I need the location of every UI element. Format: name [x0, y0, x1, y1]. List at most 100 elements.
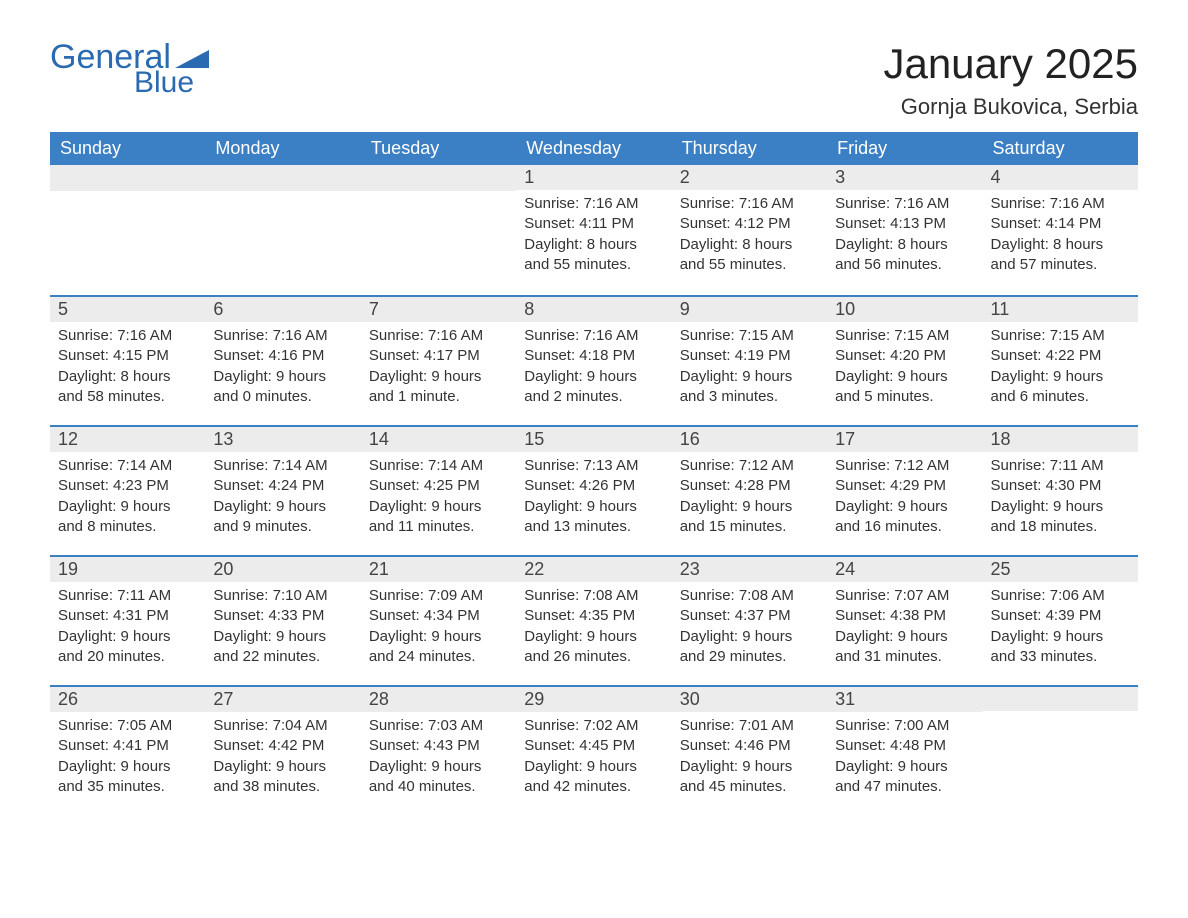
- daylight-line-1: Daylight: 9 hours: [524, 497, 663, 517]
- day-number: 7: [361, 295, 516, 322]
- daylight-line-2: and 20 minutes.: [58, 647, 197, 667]
- daylight-line-2: and 16 minutes.: [835, 517, 974, 537]
- sunrise-line: Sunrise: 7:14 AM: [213, 456, 352, 476]
- day-cell: 19Sunrise: 7:11 AMSunset: 4:31 PMDayligh…: [50, 555, 205, 685]
- sunset-line: Sunset: 4:42 PM: [213, 736, 352, 756]
- sunset-line: Sunset: 4:31 PM: [58, 606, 197, 626]
- sunrise-line: Sunrise: 7:00 AM: [835, 716, 974, 736]
- sunrise-line: Sunrise: 7:14 AM: [369, 456, 508, 476]
- sunset-line: Sunset: 4:38 PM: [835, 606, 974, 626]
- daylight-line-2: and 38 minutes.: [213, 777, 352, 797]
- sunset-line: Sunset: 4:37 PM: [680, 606, 819, 626]
- daylight-line-1: Daylight: 8 hours: [524, 235, 663, 255]
- sunrise-line: Sunrise: 7:16 AM: [369, 326, 508, 346]
- sunset-line: Sunset: 4:11 PM: [524, 214, 663, 234]
- sunrise-line: Sunrise: 7:16 AM: [991, 194, 1130, 214]
- day-number: 28: [361, 685, 516, 712]
- daylight-line-1: Daylight: 9 hours: [991, 367, 1130, 387]
- daylight-line-2: and 35 minutes.: [58, 777, 197, 797]
- day-cell: 5Sunrise: 7:16 AMSunset: 4:15 PMDaylight…: [50, 295, 205, 425]
- day-number: 16: [672, 425, 827, 452]
- day-number: 3: [827, 165, 982, 190]
- day-cell: 18Sunrise: 7:11 AMSunset: 4:30 PMDayligh…: [983, 425, 1138, 555]
- sunset-line: Sunset: 4:17 PM: [369, 346, 508, 366]
- daylight-line-2: and 5 minutes.: [835, 387, 974, 407]
- day-header: Wednesday: [516, 132, 671, 165]
- day-number: 5: [50, 295, 205, 322]
- day-cell: 29Sunrise: 7:02 AMSunset: 4:45 PMDayligh…: [516, 685, 671, 815]
- daylight-line-1: Daylight: 9 hours: [680, 627, 819, 647]
- sunrise-line: Sunrise: 7:13 AM: [524, 456, 663, 476]
- sunset-line: Sunset: 4:46 PM: [680, 736, 819, 756]
- sunrise-line: Sunrise: 7:10 AM: [213, 586, 352, 606]
- day-number: 9: [672, 295, 827, 322]
- day-number: 8: [516, 295, 671, 322]
- day-content: Sunrise: 7:16 AMSunset: 4:11 PMDaylight:…: [516, 190, 671, 285]
- logo: General Blue: [50, 40, 209, 98]
- daylight-line-1: Daylight: 9 hours: [524, 757, 663, 777]
- empty-day-bar: [205, 165, 360, 191]
- sunset-line: Sunset: 4:16 PM: [213, 346, 352, 366]
- day-header-row: Sunday Monday Tuesday Wednesday Thursday…: [50, 132, 1138, 165]
- day-number: 25: [983, 555, 1138, 582]
- sunset-line: Sunset: 4:30 PM: [991, 476, 1130, 496]
- sunrise-line: Sunrise: 7:15 AM: [680, 326, 819, 346]
- daylight-line-2: and 9 minutes.: [213, 517, 352, 537]
- daylight-line-1: Daylight: 8 hours: [835, 235, 974, 255]
- day-content: Sunrise: 7:16 AMSunset: 4:12 PMDaylight:…: [672, 190, 827, 285]
- sunrise-line: Sunrise: 7:12 AM: [680, 456, 819, 476]
- day-content: Sunrise: 7:12 AMSunset: 4:28 PMDaylight:…: [672, 452, 827, 547]
- day-cell: [205, 165, 360, 295]
- daylight-line-2: and 42 minutes.: [524, 777, 663, 797]
- sunset-line: Sunset: 4:14 PM: [991, 214, 1130, 234]
- page-header: General Blue January 2025 Gornja Bukovic…: [50, 40, 1138, 120]
- week-row: 19Sunrise: 7:11 AMSunset: 4:31 PMDayligh…: [50, 555, 1138, 685]
- sunset-line: Sunset: 4:12 PM: [680, 214, 819, 234]
- day-content: Sunrise: 7:16 AMSunset: 4:14 PMDaylight:…: [983, 190, 1138, 285]
- sunset-line: Sunset: 4:34 PM: [369, 606, 508, 626]
- daylight-line-1: Daylight: 9 hours: [58, 627, 197, 647]
- daylight-line-2: and 0 minutes.: [213, 387, 352, 407]
- daylight-line-1: Daylight: 8 hours: [58, 367, 197, 387]
- day-content: Sunrise: 7:12 AMSunset: 4:29 PMDaylight:…: [827, 452, 982, 547]
- sunset-line: Sunset: 4:26 PM: [524, 476, 663, 496]
- day-content: Sunrise: 7:16 AMSunset: 4:13 PMDaylight:…: [827, 190, 982, 285]
- daylight-line-1: Daylight: 8 hours: [680, 235, 819, 255]
- day-number: 13: [205, 425, 360, 452]
- sunset-line: Sunset: 4:29 PM: [835, 476, 974, 496]
- daylight-line-2: and 24 minutes.: [369, 647, 508, 667]
- day-content: Sunrise: 7:15 AMSunset: 4:22 PMDaylight:…: [983, 322, 1138, 417]
- daylight-line-1: Daylight: 9 hours: [213, 627, 352, 647]
- day-content: Sunrise: 7:09 AMSunset: 4:34 PMDaylight:…: [361, 582, 516, 677]
- daylight-line-2: and 22 minutes.: [213, 647, 352, 667]
- daylight-line-1: Daylight: 9 hours: [58, 497, 197, 517]
- daylight-line-2: and 2 minutes.: [524, 387, 663, 407]
- sunrise-line: Sunrise: 7:16 AM: [524, 194, 663, 214]
- sunrise-line: Sunrise: 7:16 AM: [680, 194, 819, 214]
- day-content: Sunrise: 7:11 AMSunset: 4:30 PMDaylight:…: [983, 452, 1138, 547]
- day-header: Thursday: [672, 132, 827, 165]
- sunset-line: Sunset: 4:19 PM: [680, 346, 819, 366]
- daylight-line-2: and 15 minutes.: [680, 517, 819, 537]
- day-number: 12: [50, 425, 205, 452]
- daylight-line-2: and 57 minutes.: [991, 255, 1130, 275]
- sunrise-line: Sunrise: 7:09 AM: [369, 586, 508, 606]
- daylight-line-1: Daylight: 9 hours: [369, 757, 508, 777]
- sunset-line: Sunset: 4:18 PM: [524, 346, 663, 366]
- day-cell: 15 Sunrise: 7:13 AMSunset: 4:26 PMDayligh…: [516, 425, 671, 555]
- day-number: 15: [516, 425, 671, 452]
- daylight-line-1: Daylight: 9 hours: [369, 367, 508, 387]
- daylight-line-2: and 45 minutes.: [680, 777, 819, 797]
- daylight-line-1: Daylight: 9 hours: [524, 627, 663, 647]
- day-cell: 7 Sunrise: 7:16 AMSunset: 4:17 PMDaylight…: [361, 295, 516, 425]
- daylight-line-2: and 26 minutes.: [524, 647, 663, 667]
- daylight-line-1: Daylight: 9 hours: [680, 367, 819, 387]
- day-cell: 31Sunrise: 7:00 AMSunset: 4:48 PMDayligh…: [827, 685, 982, 815]
- day-header: Monday: [205, 132, 360, 165]
- day-header: Friday: [827, 132, 982, 165]
- sunset-line: Sunset: 4:35 PM: [524, 606, 663, 626]
- day-content: Sunrise: 7:14 AMSunset: 4:24 PMDaylight:…: [205, 452, 360, 547]
- sunrise-line: Sunrise: 7:08 AM: [680, 586, 819, 606]
- day-content: Sunrise: 7:03 AMSunset: 4:43 PMDaylight:…: [361, 712, 516, 807]
- day-number: 6: [205, 295, 360, 322]
